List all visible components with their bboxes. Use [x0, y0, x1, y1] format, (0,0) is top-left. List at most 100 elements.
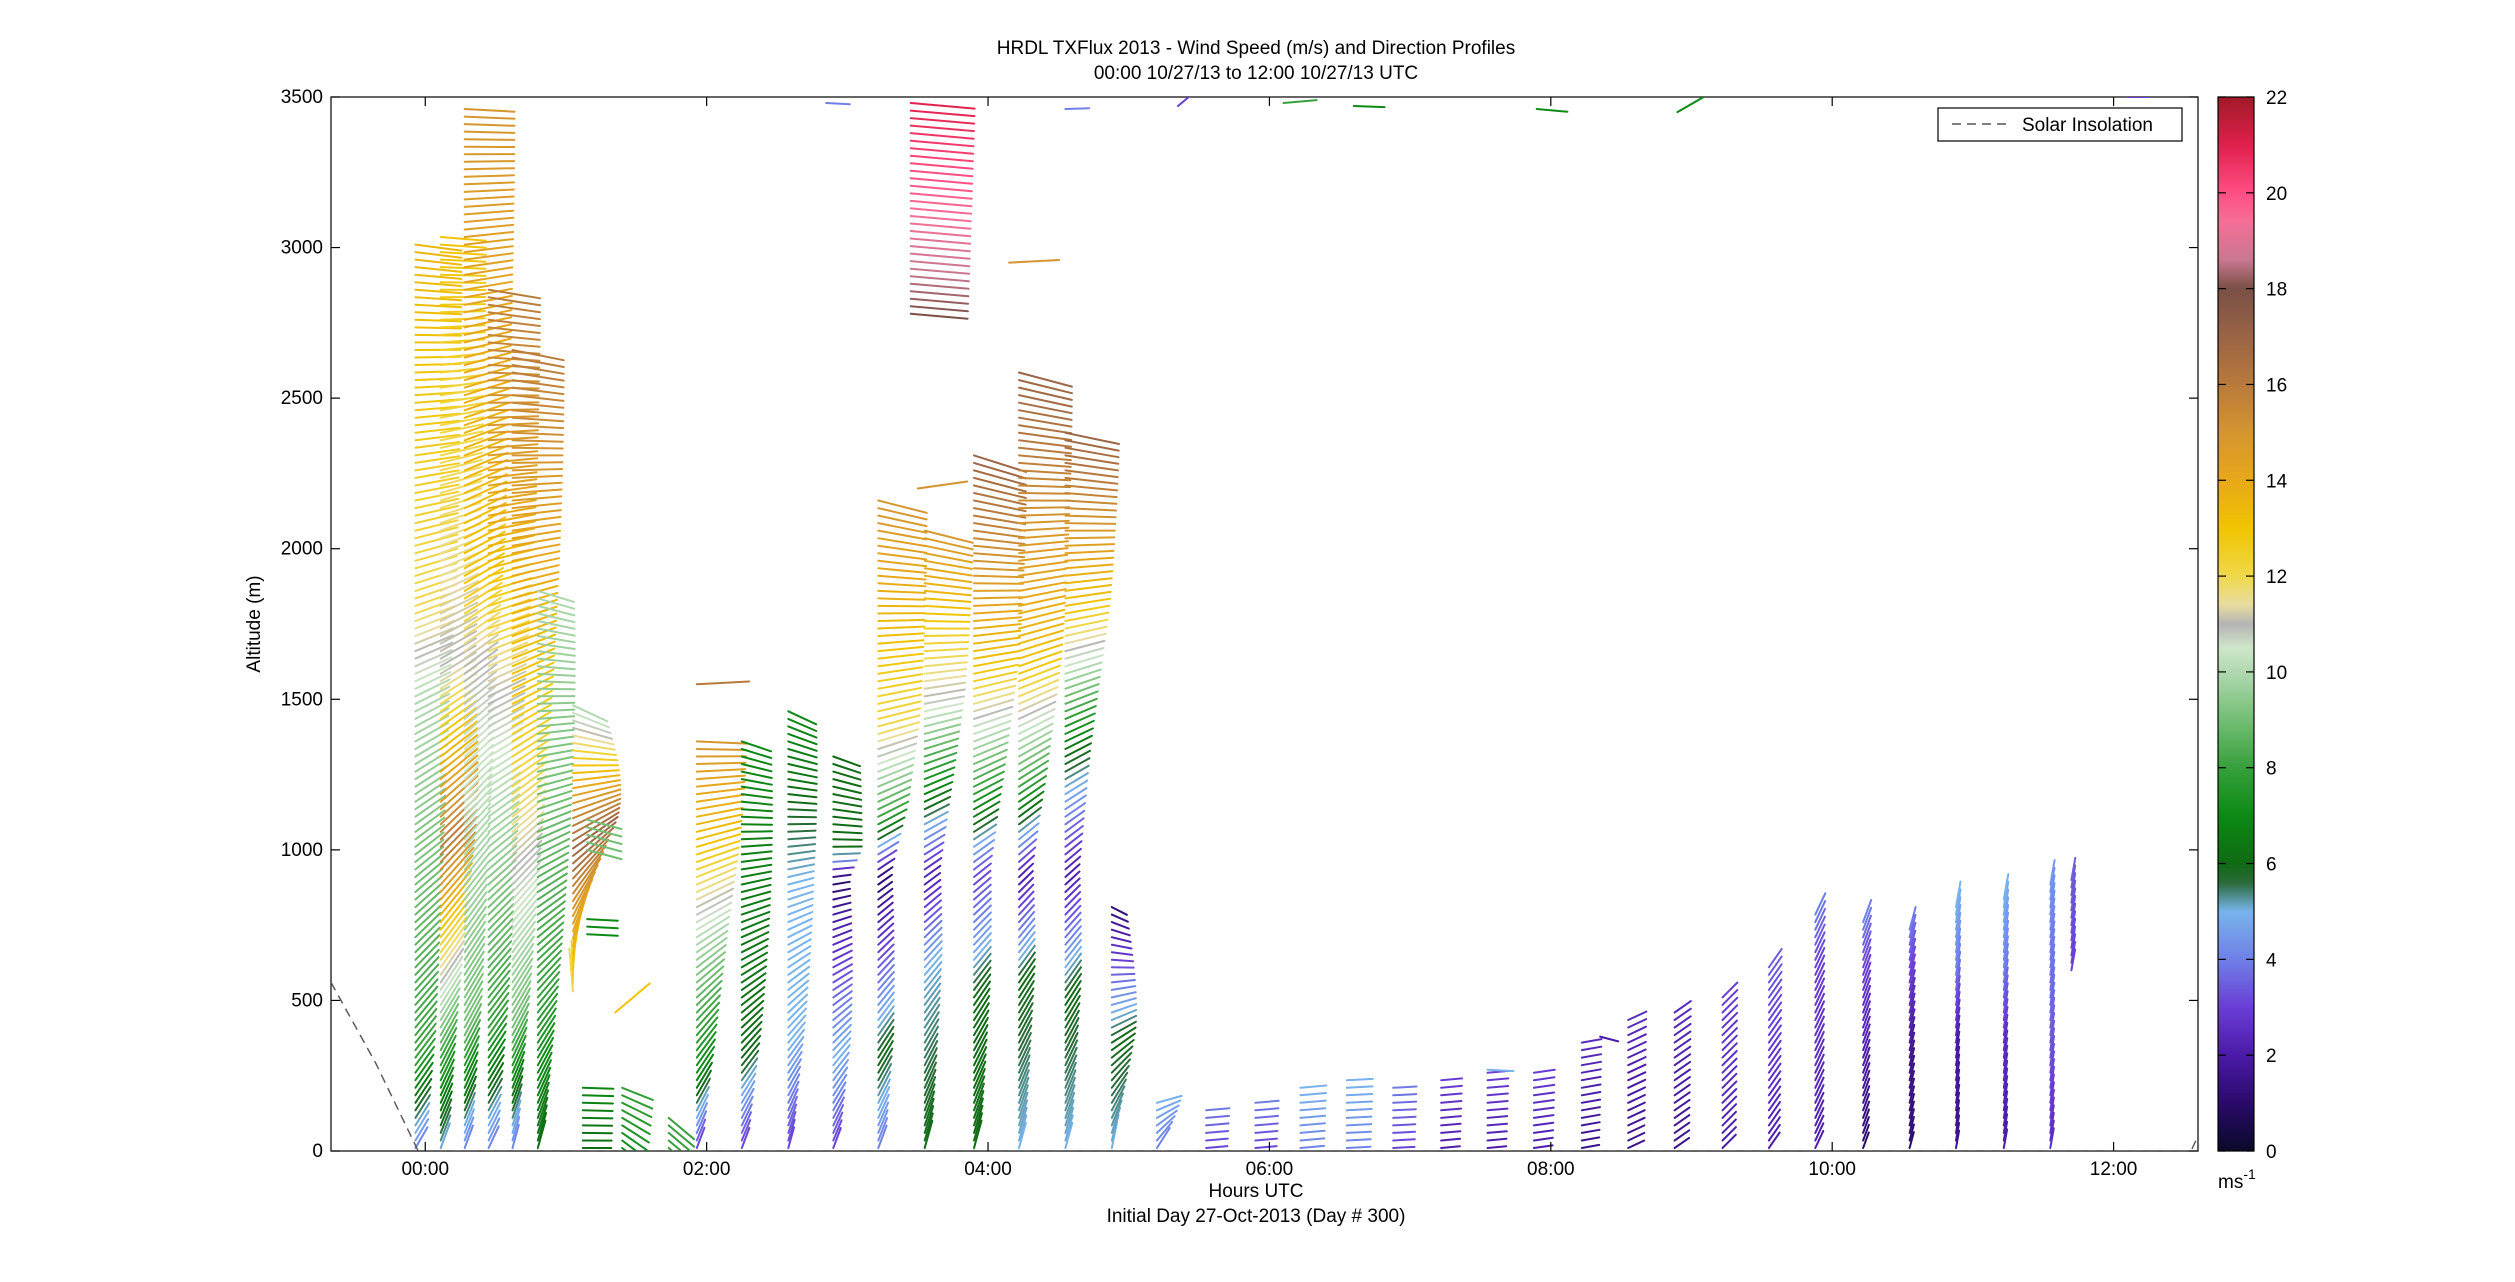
wind-barb — [536, 612, 576, 624]
wind-barb — [2049, 951, 2056, 976]
wind-barb — [1064, 668, 1102, 683]
wind-barb — [1064, 855, 1082, 871]
wind-barb — [487, 318, 541, 327]
wind-barb — [1018, 951, 1036, 976]
wind-barb — [487, 903, 515, 931]
wind-barb — [414, 912, 442, 939]
wind-barb — [1908, 953, 1916, 976]
wind-barb — [536, 837, 571, 856]
wind-barb — [487, 311, 541, 321]
wind-barb — [1064, 1024, 1079, 1052]
wind-barb — [487, 520, 536, 532]
wind-barb — [832, 976, 853, 991]
wind-barb — [973, 1119, 983, 1149]
wind-barb — [511, 446, 564, 450]
wind-barb — [973, 1068, 986, 1097]
wind-barb — [973, 1053, 987, 1082]
wind-barb — [1064, 1099, 1075, 1127]
wind-barb — [536, 949, 563, 976]
wind-barb — [439, 713, 478, 743]
wind-barb — [536, 627, 576, 637]
wind-barb — [2002, 904, 2010, 931]
wind-barb — [1440, 1130, 1462, 1134]
wind-barb — [923, 818, 948, 833]
wind-barb — [740, 778, 773, 786]
wind-barb — [463, 685, 497, 713]
wind-barb — [2049, 1119, 2055, 1142]
wind-barb — [1064, 973, 1082, 999]
wind-barb — [973, 1112, 983, 1142]
wind-barb — [1064, 604, 1111, 615]
wind-barb — [877, 816, 906, 833]
wind-barb — [923, 826, 947, 841]
wind-barb — [2070, 902, 2077, 927]
wind-barb — [536, 817, 572, 833]
wind-barb — [877, 1078, 891, 1104]
wind-barb — [1018, 1091, 1029, 1119]
wind-barb — [414, 540, 459, 555]
wind-barb — [1064, 492, 1118, 499]
wind-barb — [973, 854, 993, 871]
wind-barb — [667, 1124, 696, 1148]
wind-barb — [1299, 1144, 1325, 1149]
wind-barb — [1814, 1122, 1825, 1142]
wind-barb — [1018, 752, 1050, 773]
wind-barb — [740, 1064, 758, 1089]
wind-barb — [439, 995, 460, 1029]
wind-barb — [923, 872, 942, 886]
wind-barb — [909, 139, 975, 148]
wind-barb — [1908, 1123, 1915, 1142]
wind-barb — [2002, 950, 2009, 976]
wind-barb — [909, 192, 973, 200]
wind-barb — [536, 783, 573, 796]
wind-barb — [511, 571, 560, 585]
wind-barb — [973, 862, 992, 878]
wind-barb — [787, 911, 814, 924]
wind-barb — [2049, 1027, 2056, 1052]
wind-barb — [487, 641, 529, 660]
wind-barb — [1110, 997, 1137, 1006]
wind-barb — [487, 1085, 503, 1112]
wind-barb — [511, 379, 565, 389]
wind-barb — [487, 341, 541, 348]
wind-barb — [463, 898, 488, 931]
wind-barb — [511, 928, 536, 961]
wind-barb — [511, 861, 541, 893]
wind-barb — [923, 833, 946, 848]
wind-barb — [740, 890, 772, 901]
wind-barb — [923, 702, 964, 713]
wind-barb — [787, 785, 818, 792]
wind-barb — [695, 813, 744, 826]
wind-barb — [973, 698, 1015, 713]
wind-barb — [1018, 972, 1036, 999]
wind-barb — [1532, 1076, 1556, 1082]
wind-barb — [487, 808, 520, 833]
wind-barb — [1908, 977, 1916, 999]
wind-barb — [740, 924, 770, 939]
wind-barb — [1299, 1122, 1326, 1127]
wind-barb — [973, 727, 1011, 743]
wind-barb — [695, 944, 727, 969]
wind-barb — [1064, 1009, 1080, 1037]
wind-barb — [1110, 1099, 1123, 1127]
wind-barb — [1486, 1100, 1509, 1104]
wind-barb — [877, 1101, 890, 1127]
wind-barb — [1064, 945, 1082, 969]
wind-barb — [832, 963, 853, 976]
wind-barb — [740, 931, 770, 946]
y-tick-label: 1500 — [281, 689, 323, 710]
wind-barb — [463, 216, 515, 223]
wind-barb — [463, 1003, 483, 1037]
wind-barb — [414, 1094, 431, 1119]
wind-barb — [586, 826, 623, 838]
wind-barb — [1955, 904, 1962, 931]
wind-barb — [414, 941, 441, 969]
wind-barb — [1814, 1129, 1825, 1149]
wind-barb — [1908, 1047, 1916, 1067]
wind-barb — [511, 725, 551, 750]
wind-barb — [1767, 1047, 1782, 1067]
wind-barb — [1254, 1107, 1280, 1112]
wind-barb — [511, 439, 564, 443]
wind-barb — [1064, 107, 1090, 110]
